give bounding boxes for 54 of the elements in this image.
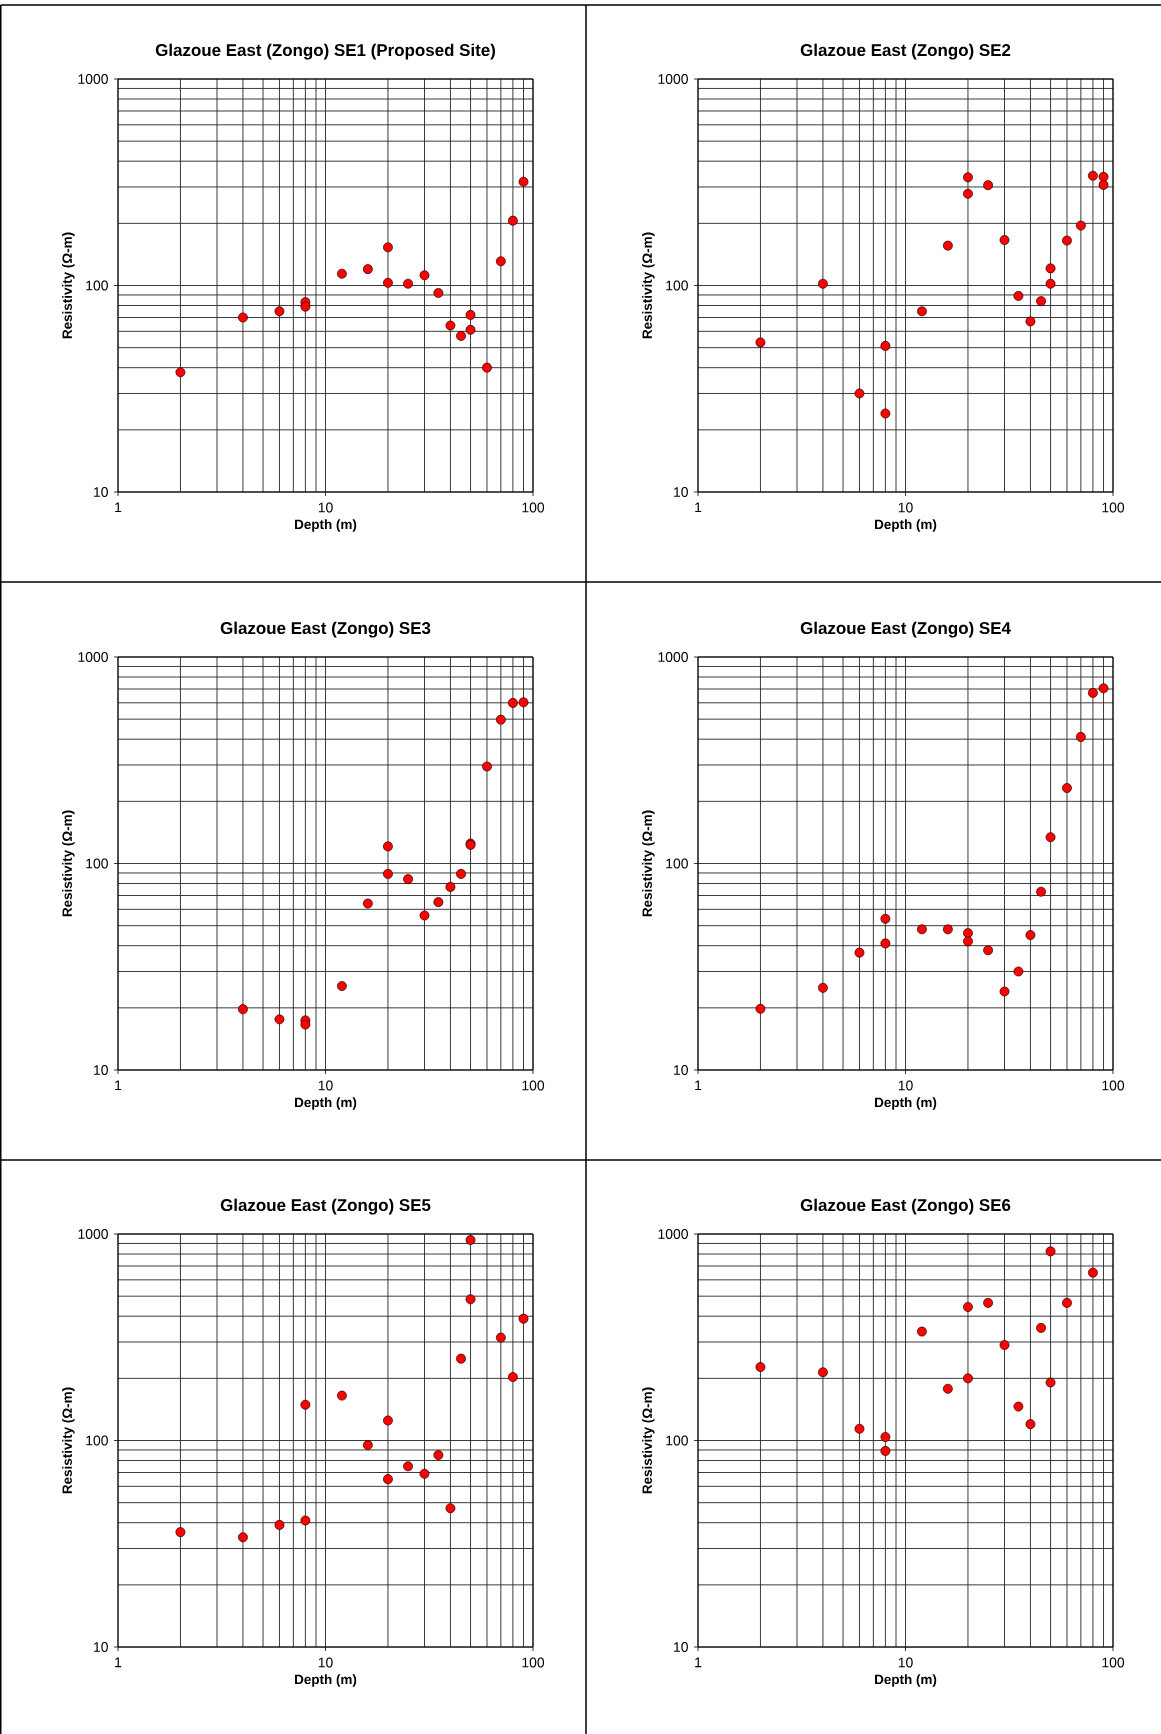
chart-title: Glazoue East (Zongo) SE3 (220, 621, 431, 638)
chart-title: Glazoue East (Zongo) SE2 (800, 43, 1011, 60)
y-tick-label: 100 (86, 280, 108, 291)
x-axis-title: Depth (m) (295, 1097, 357, 1110)
x-tick-label: 100 (1102, 502, 1125, 513)
y-tick-label: 100 (86, 1435, 108, 1446)
x-axis-title: Depth (m) (295, 519, 357, 532)
y-tick-label: 10 (94, 487, 108, 497)
chart-title: Glazoue East (Zongo) SE4 (800, 621, 1011, 638)
y-tick-label: 100 (86, 858, 108, 869)
x-tick-label: 1 (115, 502, 122, 513)
x-tick-label: 1 (695, 1657, 702, 1668)
x-axis-title: Depth (m) (875, 519, 937, 532)
x-tick-label: 100 (522, 1657, 545, 1668)
y-axis-title: Resistivity (Ω-m) (642, 232, 655, 339)
x-tick-label: 100 (1102, 1080, 1125, 1091)
y-tick-label: 1000 (658, 1229, 688, 1239)
y-tick-label: 10 (94, 1065, 108, 1075)
x-axis-title: Depth (m) (875, 1097, 937, 1110)
y-axis-title: Resistivity (Ω-m) (62, 232, 75, 339)
x-tick-label: 100 (522, 1080, 545, 1091)
x-tick-label: 100 (522, 502, 545, 513)
y-tick-label: 100 (666, 858, 688, 869)
y-axis-title: Resistivity (Ω-m) (62, 810, 75, 917)
x-tick-label: 1 (115, 1657, 122, 1668)
y-tick-label: 1000 (78, 74, 108, 84)
chart-title: Glazoue East (Zongo) SE6 (800, 1198, 1011, 1215)
x-tick-label: 10 (318, 1657, 333, 1668)
y-tick-label: 1000 (658, 652, 688, 662)
y-tick-label: 10 (94, 1642, 108, 1652)
y-axis-title: Resistivity (Ω-m) (642, 1387, 655, 1494)
chart-title: Glazoue East (Zongo) SE1 (Proposed Site) (155, 43, 495, 60)
x-tick-label: 10 (898, 502, 913, 513)
x-tick-label: 10 (898, 1080, 913, 1091)
x-tick-label: 1 (115, 1080, 122, 1091)
x-tick-label: 10 (898, 1657, 913, 1668)
y-tick-label: 10 (674, 487, 688, 497)
y-axis-title: Resistivity (Ω-m) (642, 810, 655, 917)
y-axis-title: Resistivity (Ω-m) (62, 1387, 75, 1494)
x-axis-title: Depth (m) (295, 1674, 357, 1687)
y-tick-label: 10 (674, 1065, 688, 1075)
y-tick-label: 1000 (658, 74, 688, 84)
chart-title: Glazoue East (Zongo) SE5 (220, 1198, 431, 1215)
x-tick-label: 1 (695, 1080, 702, 1091)
y-tick-label: 100 (666, 1435, 688, 1446)
x-axis-title: Depth (m) (875, 1674, 937, 1687)
x-tick-label: 10 (318, 1080, 333, 1091)
y-tick-label: 1000 (78, 652, 108, 662)
y-tick-label: 100 (666, 280, 688, 291)
x-tick-label: 1 (695, 502, 702, 513)
x-tick-label: 10 (318, 502, 333, 513)
y-tick-label: 10 (674, 1642, 688, 1652)
y-tick-label: 1000 (78, 1229, 108, 1239)
x-tick-label: 100 (1102, 1657, 1125, 1668)
